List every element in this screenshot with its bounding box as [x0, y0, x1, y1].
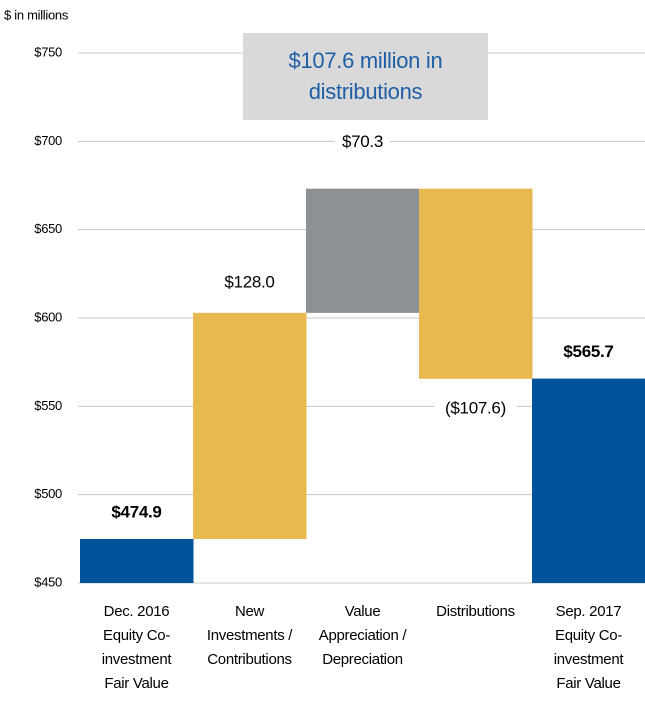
x-tick-label-line: Equity Co-	[555, 627, 622, 644]
x-tick-label: New Investments / Contributions	[207, 603, 293, 668]
x-tick-label-line: Depreciation	[322, 651, 403, 668]
x-tick-label: Sep. 2017 Equity Co-investment Fair Value	[554, 603, 625, 692]
bar	[306, 188, 420, 313]
label-bg	[434, 398, 517, 419]
y-tick-label: $450	[34, 574, 62, 589]
y-tick-label: $650	[34, 221, 62, 236]
y-tick-label: $600	[34, 309, 62, 324]
annotation: $107.6 million in distributions	[289, 48, 443, 104]
bar	[193, 312, 307, 540]
x-tick-label-line: Value	[345, 603, 381, 620]
value-label: $70.3	[342, 132, 383, 151]
x-tick-label-line: Distributions	[436, 603, 515, 620]
y-axis-label: $ in millions	[4, 7, 69, 22]
bar	[532, 378, 645, 583]
bar	[80, 539, 194, 583]
x-tick-label-line: Sep. 2017	[556, 603, 622, 620]
bar	[419, 188, 533, 379]
label-bg	[335, 132, 390, 153]
x-tick-label-line: Dec. 2016	[104, 603, 170, 620]
x-tick-label-line: Contributions	[207, 651, 291, 668]
value-label: ($107.6)	[445, 398, 506, 417]
x-tick-label: Value Appreciation / Depreciation	[319, 603, 408, 668]
label-bg	[556, 342, 621, 363]
x-tick-label-line: Equity Co-	[103, 627, 170, 644]
x-tick-label: Dec. 2016 Equity Co-investment Fair Value	[102, 603, 173, 692]
value-label: $565.7	[563, 342, 613, 361]
value-label: $474.9	[111, 502, 161, 521]
annotation-box	[243, 33, 488, 120]
y-tick-label: $500	[34, 486, 62, 501]
x-tick-label-line: Appreciation /	[319, 627, 408, 644]
label-bg	[104, 503, 169, 524]
label-bg	[217, 272, 282, 293]
x-tick-label: Distributions	[436, 603, 515, 620]
y-tick-label: $700	[34, 133, 62, 148]
x-tick-label-line: Investments /	[207, 627, 293, 644]
y-tick-label: $550	[34, 398, 62, 413]
x-tick-label-line: Fair Value	[556, 675, 620, 692]
x-tick-label-line: Fair Value	[104, 675, 168, 692]
value-label: $128.0	[224, 272, 274, 291]
x-tick-label-line: New	[235, 603, 265, 620]
x-tick-label-line: investment	[102, 651, 173, 668]
y-tick-label: $750	[34, 44, 62, 59]
x-tick-label-line: investment	[554, 651, 625, 668]
